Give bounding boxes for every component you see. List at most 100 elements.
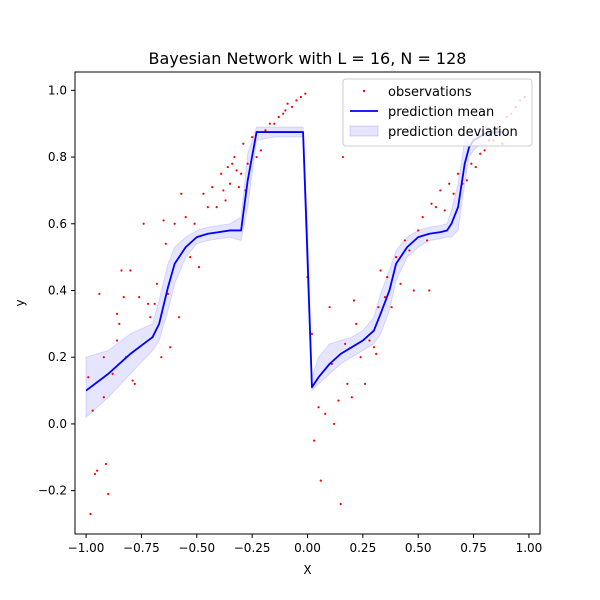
observation-point [456, 172, 460, 175]
x-tick-label: 0.25 [349, 541, 376, 555]
observation-point [421, 216, 424, 219]
observation-point [115, 339, 119, 342]
observation-point [479, 152, 482, 155]
y-tick-label: 0.0 [48, 417, 67, 431]
observation-point [403, 239, 407, 242]
y-tick-label: 1.0 [48, 83, 67, 97]
x-tick-label: −0.50 [178, 541, 215, 555]
observation-point [259, 149, 263, 152]
x-axis-ticks: −1.00 −0.75 −0.50 −0.25 0.00 0.25 0.50 0.75 1.00 [68, 534, 542, 555]
y-tick-label: −0.2 [38, 484, 67, 498]
observation-point [319, 479, 322, 482]
observation-point [273, 122, 276, 125]
observation-point [96, 469, 99, 472]
observation-point [394, 256, 398, 259]
observation-point [133, 382, 136, 385]
observation-point [304, 92, 307, 95]
observation-point [355, 322, 358, 325]
observation-point [235, 169, 238, 172]
observation-point [390, 306, 393, 309]
observation-point [146, 302, 150, 305]
x-axis-label: X [303, 563, 311, 577]
observation-point [368, 339, 371, 342]
observation-point [286, 102, 289, 105]
observation-point [222, 189, 225, 192]
observation-point [377, 306, 380, 309]
observation-point [448, 182, 451, 185]
observation-point [91, 409, 94, 412]
observation-point [149, 316, 152, 319]
observation-point [408, 249, 411, 252]
observation-point [399, 282, 402, 285]
y-axis-label: y [13, 299, 27, 306]
observation-point [242, 142, 245, 145]
observation-point [224, 199, 227, 202]
observation-point [189, 256, 192, 259]
x-tick-label: −0.25 [234, 541, 271, 555]
observation-point [102, 356, 105, 359]
deviation-band-layer [85, 126, 503, 419]
legend: observations prediction mean prediction … [342, 78, 533, 147]
observation-point [465, 179, 469, 182]
legend-deviation-label: prediction deviation [388, 125, 518, 140]
observation-point [173, 222, 176, 225]
observation-point [372, 346, 376, 349]
observation-point [142, 222, 145, 225]
observation-point [193, 222, 196, 225]
observation-point [290, 105, 294, 109]
observation-point [375, 352, 378, 355]
observation-point [277, 115, 280, 119]
observation-point [339, 502, 342, 506]
y-axis-ticks: −0.2 0.0 0.2 0.4 0.6 0.8 1.0 [38, 83, 75, 498]
legend-deviation-patch [349, 125, 379, 137]
observation-point [425, 239, 429, 242]
observation-point [129, 269, 132, 272]
observation-point [350, 396, 353, 399]
observation-point [239, 172, 243, 175]
x-tick-label: −1.00 [68, 541, 105, 555]
y-tick-label: 0.8 [48, 150, 67, 164]
observation-point [428, 289, 431, 292]
observation-point [255, 155, 258, 159]
observation-point [131, 379, 134, 382]
observation-point [226, 165, 229, 169]
observation-point [197, 266, 201, 269]
observation-point [98, 292, 101, 295]
observation-point [317, 406, 320, 409]
observation-point [313, 439, 316, 442]
observation-point [383, 296, 387, 299]
observation-point [332, 422, 336, 426]
observation-point [118, 322, 121, 325]
observation-point [310, 332, 314, 335]
observation-point [169, 346, 172, 349]
observation-point [282, 112, 285, 115]
observation-point [251, 135, 254, 139]
observation-point [268, 122, 271, 125]
observation-point [111, 372, 114, 375]
observation-point [470, 162, 473, 165]
observation-point [102, 396, 105, 399]
legend-mean-label: prediction mean [388, 105, 494, 120]
x-tick-label: 0.75 [460, 541, 487, 555]
observation-point [386, 276, 389, 279]
observation-point [202, 192, 205, 195]
observation-point [87, 376, 90, 379]
deviation-band [85, 126, 503, 419]
legend-observations-marker [362, 89, 366, 93]
observation-point [439, 189, 442, 192]
observation-point [341, 155, 345, 159]
observation-point [412, 289, 415, 292]
observation-point [379, 269, 382, 272]
observation-point [299, 95, 302, 99]
observation-point [155, 282, 159, 285]
observation-point [452, 192, 455, 195]
observation-point [115, 312, 119, 315]
observation-point [228, 182, 232, 185]
observation-point [122, 296, 125, 299]
observation-point [417, 229, 420, 232]
observation-point [231, 162, 234, 165]
observation-point [264, 129, 267, 132]
legend-observations-label: observations [388, 85, 472, 100]
observation-point [215, 206, 218, 209]
observation-point [211, 185, 214, 189]
